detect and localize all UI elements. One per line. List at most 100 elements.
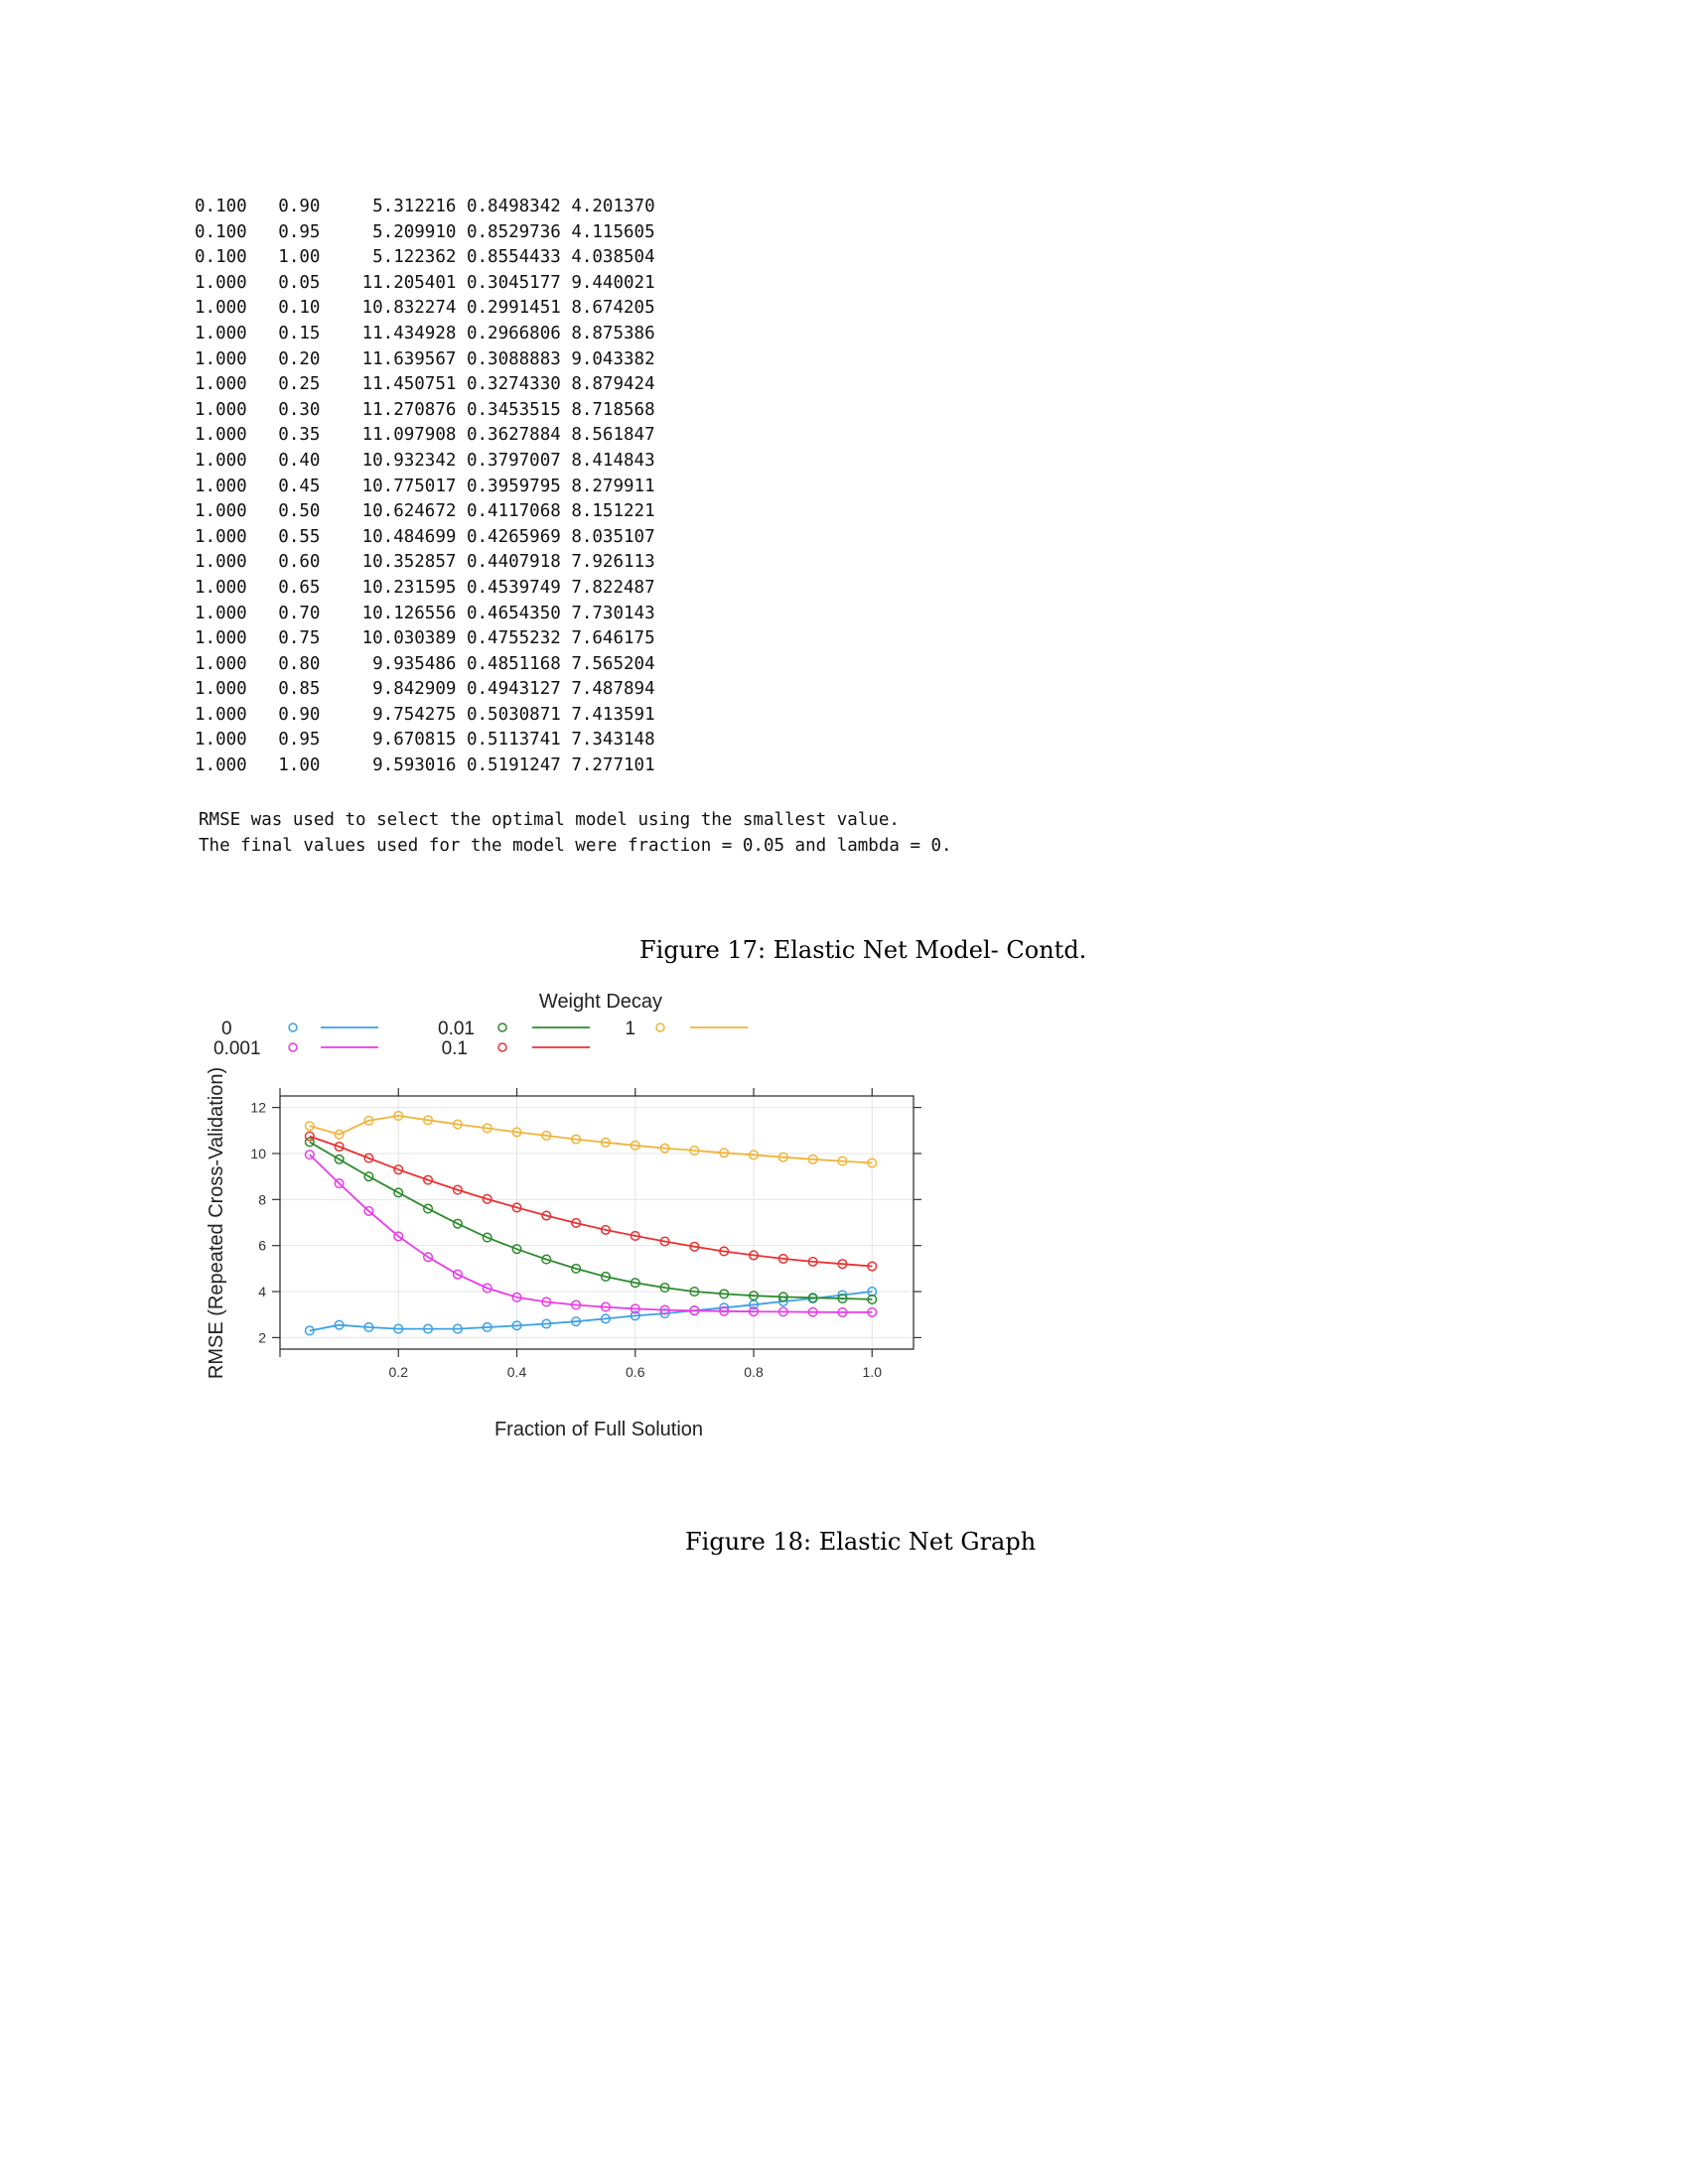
table-cell: 10.231595 [320, 577, 457, 598]
x-tick-label: 0.4 [507, 1364, 527, 1380]
table-cell: 10.624672 [320, 501, 457, 522]
table-cell: 8.879424 [560, 374, 655, 395]
data-point [511, 1320, 522, 1331]
data-point [600, 1271, 611, 1283]
plot-frame [279, 1095, 914, 1350]
table-row: 1.000 0.45 10.775017 0.3959795 8.279911 [195, 477, 655, 496]
table-row: 1.000 0.40 10.932342 0.3797007 8.414843 [195, 451, 655, 471]
data-point [719, 1246, 730, 1257]
data-point [304, 1150, 315, 1160]
y-tick-label: 8 [258, 1191, 266, 1207]
x-tick-label: 0.2 [389, 1364, 409, 1380]
data-point [363, 1153, 374, 1163]
table-row: 1.000 0.35 11.097908 0.3627884 8.561847 [195, 425, 655, 445]
chart-legend: Weight Decay 00.001 0.010.1 1 [213, 991, 748, 1059]
table-cell: 1.000 [195, 298, 247, 319]
table-cell: 0.95 [246, 221, 321, 242]
table-cell: 0.3274330 [456, 374, 561, 395]
series-0-001 [304, 1150, 878, 1317]
table-cell: 7.730143 [560, 603, 655, 623]
table-cell: 11.450751 [320, 374, 457, 395]
table-cell: 1.000 [195, 552, 247, 573]
table-cell: 0.40 [246, 450, 321, 471]
elastic-net-chart: Weight Decay 00.001 0.010.1 1 0.2 0.4 0.6 0.8… [206, 991, 921, 1440]
table-cell: 0.3959795 [456, 476, 561, 496]
table-row: 1.000 0.85 9.842909 0.4943127 7.487894 [195, 679, 655, 699]
table-cell: 4.201370 [560, 197, 655, 216]
table-row: 1.000 0.65 10.231595 0.4539749 7.822487 [195, 578, 655, 598]
data-point [393, 1323, 404, 1334]
data-point [777, 1306, 788, 1317]
data-point [867, 1158, 878, 1168]
data-point [423, 1252, 434, 1263]
table-cell: 4.038504 [560, 247, 655, 268]
legend-marker [497, 1042, 507, 1052]
results-table: 0.100 0.90 5.312216 0.8498342 4.201370 0… [195, 195, 655, 779]
data-point [689, 1145, 700, 1156]
data-point [630, 1310, 640, 1321]
table-row: 1.000 0.20 11.639567 0.3088883 9.043382 [195, 349, 655, 369]
legend-item-0-001: 0.001 [213, 1038, 378, 1059]
table-cell: 5.122362 [320, 247, 457, 268]
table-cell: 0.80 [246, 653, 321, 674]
figure-17-caption: Figure 17: Elastic Net Model- Contd. [639, 936, 1087, 964]
legend-label: 0.1 [442, 1038, 468, 1059]
data-point [689, 1305, 700, 1316]
data-point [837, 1156, 848, 1166]
data-point [452, 1119, 463, 1130]
data-point [600, 1137, 611, 1148]
data-point [807, 1306, 818, 1317]
data-point [748, 1150, 760, 1160]
table-cell: 9.670815 [320, 730, 457, 751]
data-point [482, 1193, 492, 1204]
table-cell: 1.000 [195, 501, 247, 522]
table-cell: 0.05 [246, 272, 321, 293]
table-cell: 0.70 [246, 603, 321, 623]
data-point [748, 1306, 760, 1317]
y-tick-label: 10 [250, 1146, 266, 1161]
table-row: 1.000 0.55 10.484699 0.4265969 8.035107 [195, 527, 655, 547]
data-point [807, 1256, 818, 1267]
data-point [482, 1232, 492, 1243]
table-cell: 0.4654350 [456, 603, 561, 623]
table-cell: 0.45 [246, 476, 321, 496]
table-cell: 0.25 [246, 374, 321, 395]
y-tick-label: 6 [258, 1238, 266, 1254]
table-cell: 0.100 [195, 247, 247, 268]
data-point [541, 1318, 552, 1329]
table-cell: 0.3045177 [456, 272, 561, 293]
data-point [452, 1323, 463, 1334]
table-row: 1.000 0.90 9.754275 0.5030871 7.413591 [195, 705, 655, 725]
table-cell: 10.932342 [320, 450, 457, 471]
data-point [600, 1224, 611, 1235]
table-cell: 10.352857 [320, 552, 457, 573]
data-point [363, 1115, 374, 1126]
data-point [600, 1313, 611, 1324]
data-point [807, 1154, 818, 1164]
data-point [659, 1143, 670, 1154]
data-point [334, 1141, 345, 1153]
table-cell: 0.4265969 [456, 526, 561, 547]
data-point [719, 1289, 730, 1299]
table-cell: 8.279911 [560, 476, 655, 496]
table-cell: 1.000 [195, 653, 247, 674]
x-axis-label: Fraction of Full Solution [494, 1419, 703, 1440]
table-cell: 1.000 [195, 526, 247, 547]
table-cell: 0.4539749 [456, 577, 561, 598]
table-cell: 0.4755232 [456, 628, 561, 649]
table-cell: 0.4407918 [456, 552, 561, 573]
table-cell: 11.097908 [320, 425, 457, 446]
table-cell: 0.8498342 [456, 197, 561, 216]
legend-item-1: 1 [625, 1019, 748, 1039]
data-point [777, 1253, 788, 1264]
legend-item-0: 0 [221, 1019, 378, 1039]
table-cell: 0.100 [195, 221, 247, 242]
legend-item-0-1: 0.1 [442, 1038, 590, 1059]
data-point [837, 1259, 848, 1270]
data-point [452, 1269, 463, 1280]
data-point [482, 1283, 492, 1294]
table-cell: 9.593016 [320, 755, 457, 776]
data-point [748, 1250, 760, 1261]
table-cell: 1.000 [195, 603, 247, 623]
table-cell: 9.754275 [320, 704, 457, 725]
